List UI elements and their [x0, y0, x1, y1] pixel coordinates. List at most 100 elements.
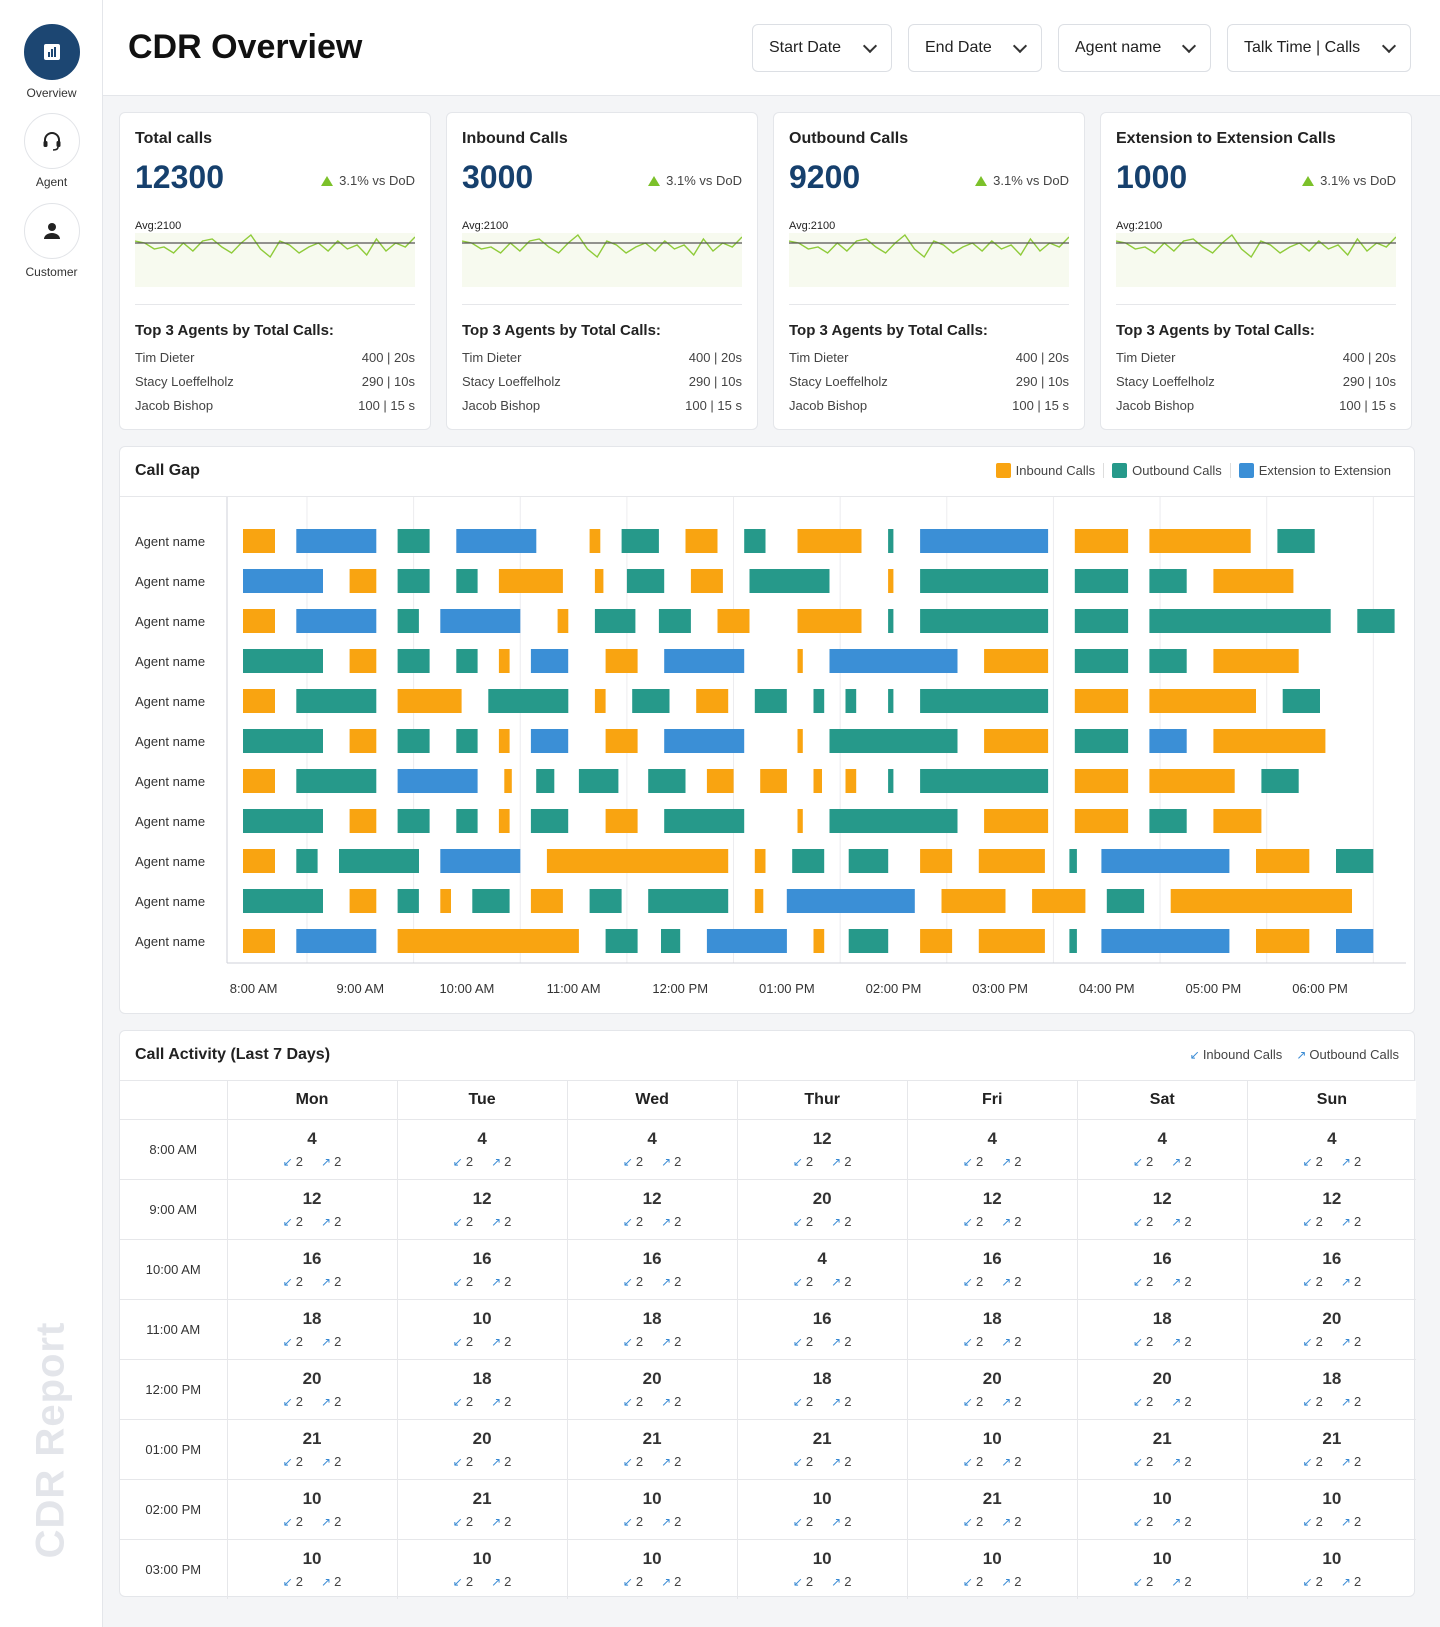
call-bar-outbound[interactable] — [243, 889, 323, 913]
call-bar-inbound[interactable] — [1074, 769, 1129, 793]
call-bar-outbound[interactable] — [594, 609, 636, 633]
activity-cell[interactable]: 12 ↙ 2 ↗ 2 — [906, 1179, 1078, 1240]
call-bar-outbound[interactable] — [578, 769, 619, 793]
sidebar-item-agent[interactable]: Agent — [0, 113, 103, 189]
call-bar-inbound[interactable] — [546, 849, 729, 873]
activity-cell[interactable]: 21 ↙ 2 ↗ 2 — [906, 1479, 1078, 1540]
activity-cell[interactable]: 16 ↙ 2 ↗ 2 — [226, 1239, 398, 1300]
call-bar-inbound[interactable] — [498, 569, 563, 593]
legend-outbound[interactable]: ↗ Outbound Calls — [1296, 1047, 1399, 1062]
call-bar-inbound[interactable] — [797, 649, 803, 673]
call-bar-outbound[interactable] — [1069, 929, 1077, 953]
call-bar-outbound[interactable] — [1074, 609, 1129, 633]
agent-nav-button[interactable] — [23, 113, 80, 169]
call-bar-extension[interactable] — [440, 849, 521, 873]
call-bar-extension[interactable] — [243, 569, 323, 593]
activity-cell[interactable]: 10 ↙ 2 ↗ 2 — [1246, 1479, 1416, 1540]
call-bar-inbound[interactable] — [243, 529, 275, 553]
activity-cell[interactable]: 21 ↙ 2 ↗ 2 — [1246, 1419, 1416, 1480]
call-bar-inbound[interactable] — [1256, 929, 1310, 953]
activity-cell[interactable]: 10 ↙ 2 ↗ 2 — [566, 1539, 738, 1599]
call-bar-inbound[interactable] — [984, 649, 1049, 673]
call-bar-inbound[interactable] — [349, 569, 377, 593]
activity-cell[interactable]: 20 ↙ 2 ↗ 2 — [1076, 1359, 1248, 1420]
call-bar-outbound[interactable] — [754, 689, 787, 713]
activity-cell[interactable]: 10 ↙ 2 ↗ 2 — [906, 1539, 1078, 1599]
call-bar-inbound[interactable] — [920, 849, 953, 873]
call-bar-extension[interactable] — [440, 609, 521, 633]
call-bar-extension[interactable] — [706, 929, 787, 953]
call-bar-inbound[interactable] — [349, 889, 377, 913]
call-bar-outbound[interactable] — [296, 689, 377, 713]
activity-cell[interactable]: 4 ↙ 2 ↗ 2 — [396, 1119, 568, 1180]
call-bar-inbound[interactable] — [813, 929, 825, 953]
activity-cell[interactable]: 10 ↙ 2 ↗ 2 — [566, 1479, 738, 1540]
activity-cell[interactable]: 4 ↙ 2 ↗ 2 — [906, 1119, 1078, 1180]
call-bar-outbound[interactable] — [920, 689, 1049, 713]
activity-cell[interactable]: 4 ↙ 2 ↗ 2 — [226, 1119, 398, 1180]
sidebar-item-overview[interactable]: Overview — [0, 24, 103, 100]
call-bar-outbound[interactable] — [536, 769, 555, 793]
call-bar-inbound[interactable] — [920, 929, 953, 953]
call-bar-inbound[interactable] — [984, 729, 1049, 753]
call-bar-outbound[interactable] — [472, 889, 510, 913]
activity-cell[interactable]: 10 ↙ 2 ↗ 2 — [1246, 1539, 1416, 1599]
call-bar-extension[interactable] — [530, 649, 569, 673]
call-bar-outbound[interactable] — [1106, 889, 1145, 913]
call-bar-inbound[interactable] — [349, 809, 377, 833]
call-bar-outbound[interactable] — [456, 649, 478, 673]
activity-cell[interactable]: 18 ↙ 2 ↗ 2 — [1076, 1299, 1248, 1360]
call-bar-inbound[interactable] — [1149, 689, 1256, 713]
call-bar-outbound[interactable] — [658, 609, 691, 633]
call-bar-inbound[interactable] — [243, 929, 275, 953]
call-bar-outbound[interactable] — [888, 689, 894, 713]
call-bar-outbound[interactable] — [397, 569, 430, 593]
call-bar-outbound[interactable] — [1074, 729, 1129, 753]
activity-cell[interactable]: 18 ↙ 2 ↗ 2 — [1246, 1359, 1416, 1420]
activity-cell[interactable]: 18 ↙ 2 ↗ 2 — [566, 1299, 738, 1360]
call-bar-inbound[interactable] — [1213, 729, 1326, 753]
call-bar-outbound[interactable] — [648, 889, 729, 913]
activity-cell[interactable]: 10 ↙ 2 ↗ 2 — [1076, 1479, 1248, 1540]
call-bar-outbound[interactable] — [632, 689, 670, 713]
call-bar-inbound[interactable] — [797, 529, 862, 553]
call-bar-outbound[interactable] — [339, 849, 419, 873]
call-bar-inbound[interactable] — [349, 649, 377, 673]
call-bar-inbound[interactable] — [1074, 689, 1129, 713]
agent-name-dropdown[interactable]: Agent name — [1058, 24, 1211, 72]
activity-cell[interactable]: 10 ↙ 2 ↗ 2 — [736, 1539, 908, 1599]
call-bar-inbound[interactable] — [498, 809, 510, 833]
call-bar-inbound[interactable] — [978, 849, 1045, 873]
call-bar-outbound[interactable] — [605, 929, 638, 953]
sidebar-item-customer[interactable]: Customer — [0, 203, 103, 279]
call-bar-extension[interactable] — [786, 889, 915, 913]
activity-cell[interactable]: 10 ↙ 2 ↗ 2 — [736, 1479, 908, 1540]
call-bar-inbound[interactable] — [1213, 809, 1262, 833]
call-bar-inbound[interactable] — [1149, 769, 1235, 793]
call-bar-outbound[interactable] — [1149, 609, 1331, 633]
call-bar-outbound[interactable] — [920, 569, 1049, 593]
activity-cell[interactable]: 4 ↙ 2 ↗ 2 — [566, 1119, 738, 1180]
call-bar-inbound[interactable] — [397, 929, 579, 953]
call-bar-inbound[interactable] — [243, 689, 275, 713]
activity-cell[interactable]: 4 ↙ 2 ↗ 2 — [1246, 1119, 1416, 1180]
call-bar-inbound[interactable] — [504, 769, 512, 793]
call-bar-outbound[interactable] — [813, 689, 825, 713]
call-bar-inbound[interactable] — [797, 609, 862, 633]
call-bar-outbound[interactable] — [456, 809, 478, 833]
call-bar-extension[interactable] — [296, 529, 377, 553]
call-bar-outbound[interactable] — [829, 809, 958, 833]
activity-cell[interactable]: 10 ↙ 2 ↗ 2 — [396, 1539, 568, 1599]
activity-cell[interactable]: 21 ↙ 2 ↗ 2 — [566, 1419, 738, 1480]
activity-cell[interactable]: 20 ↙ 2 ↗ 2 — [736, 1179, 908, 1240]
activity-cell[interactable]: 10 ↙ 2 ↗ 2 — [226, 1539, 398, 1599]
call-bar-inbound[interactable] — [888, 569, 894, 593]
call-bar-inbound[interactable] — [530, 889, 563, 913]
activity-cell[interactable]: 16 ↙ 2 ↗ 2 — [906, 1239, 1078, 1300]
call-bar-extension[interactable] — [456, 529, 537, 553]
call-bar-inbound[interactable] — [397, 689, 462, 713]
call-bar-inbound[interactable] — [690, 569, 723, 593]
call-bar-outbound[interactable] — [1149, 649, 1187, 673]
call-bar-inbound[interactable] — [557, 609, 569, 633]
end-date-dropdown[interactable]: End Date — [908, 24, 1042, 72]
